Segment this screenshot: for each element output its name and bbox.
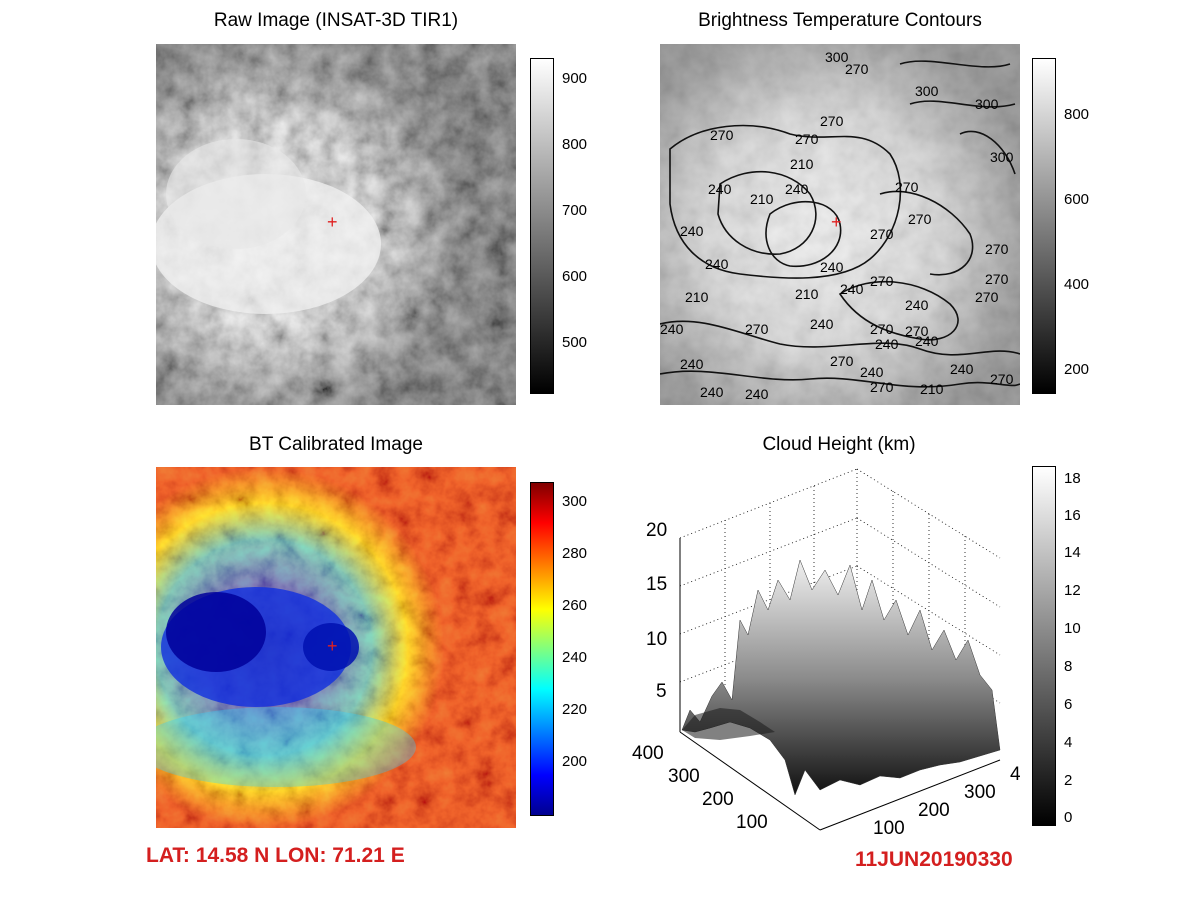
contour-label: 270 bbox=[710, 127, 734, 143]
contour-label: 240 bbox=[875, 336, 899, 352]
y-tick: 100 bbox=[736, 812, 768, 834]
x-tick: 300 bbox=[964, 782, 996, 804]
contour-cb-tick: 400 bbox=[1064, 276, 1089, 293]
x-tick: 100 bbox=[873, 818, 905, 840]
bt-cb-tick: 220 bbox=[562, 701, 587, 718]
contour-label: 270 bbox=[990, 371, 1014, 387]
contour-label: 210 bbox=[795, 286, 819, 302]
x-tick: 400 bbox=[1010, 764, 1020, 786]
raw-marker: + bbox=[327, 212, 338, 233]
bt-cb-tick: 200 bbox=[562, 753, 587, 770]
contour-label: 240 bbox=[680, 223, 704, 239]
contour-label: 270 bbox=[870, 379, 894, 395]
bt-cb-tick: 260 bbox=[562, 597, 587, 614]
contour-label: 210 bbox=[790, 156, 814, 172]
contour-label: 270 bbox=[820, 113, 844, 129]
raw-colorbar bbox=[530, 58, 554, 394]
contour-label: 240 bbox=[950, 361, 974, 377]
contour-label: 240 bbox=[810, 316, 834, 332]
contour-label: 240 bbox=[905, 297, 929, 313]
z-tick: 20 bbox=[646, 520, 667, 542]
raw-cb-tick: 600 bbox=[562, 268, 587, 285]
height-colorbar bbox=[1032, 466, 1056, 826]
y-tick: 200 bbox=[702, 789, 734, 811]
contour-label: 240 bbox=[860, 364, 884, 380]
y-tick: 400 bbox=[632, 743, 664, 765]
contour-label: 240 bbox=[660, 321, 684, 337]
bt-cb-tick: 240 bbox=[562, 649, 587, 666]
raw-cb-tick: 500 bbox=[562, 334, 587, 351]
contour-label: 240 bbox=[820, 259, 844, 275]
height-cb-tick: 12 bbox=[1064, 582, 1081, 599]
contour-label: 240 bbox=[705, 256, 729, 272]
bt-cb-tick: 280 bbox=[562, 545, 587, 562]
height-cb-tick: 4 bbox=[1064, 734, 1072, 751]
contour-cb-tick: 200 bbox=[1064, 361, 1089, 378]
raw-cb-tick: 900 bbox=[562, 70, 587, 87]
contour-label: 240 bbox=[745, 386, 769, 402]
height-cb-tick: 10 bbox=[1064, 620, 1081, 637]
contours-title: Brightness Temperature Contours bbox=[660, 10, 1020, 32]
contour-colorbar bbox=[1032, 58, 1056, 394]
height-cb-tick: 14 bbox=[1064, 544, 1081, 561]
height-cb-tick: 2 bbox=[1064, 772, 1072, 789]
bt-image-title: BT Calibrated Image bbox=[156, 434, 516, 456]
contour-label: 300 bbox=[915, 83, 939, 99]
contour-label: 270 bbox=[870, 226, 894, 242]
location-readout: LAT: 14.58 N LON: 71.21 E bbox=[146, 844, 405, 868]
contour-label: 270 bbox=[985, 271, 1009, 287]
contour-label: 270 bbox=[895, 179, 919, 195]
bt-colorbar bbox=[530, 482, 554, 816]
contour-label: 270 bbox=[908, 211, 932, 227]
bt-cb-tick: 300 bbox=[562, 493, 587, 510]
height-cb-tick: 6 bbox=[1064, 696, 1072, 713]
contour-label: 240 bbox=[708, 181, 732, 197]
x-tick: 200 bbox=[918, 800, 950, 822]
z-tick: 5 bbox=[656, 681, 667, 703]
contour-label: 270 bbox=[795, 131, 819, 147]
contour-label: 240 bbox=[700, 384, 724, 400]
contour-marker: + bbox=[831, 212, 842, 233]
z-tick: 10 bbox=[646, 629, 667, 651]
contour-label: 270 bbox=[975, 289, 999, 305]
height-cb-tick: 0 bbox=[1064, 809, 1072, 826]
contour-label: 240 bbox=[680, 356, 704, 372]
contour-label: 300 bbox=[975, 96, 999, 112]
height-cb-tick: 18 bbox=[1064, 470, 1081, 487]
contour-label: 270 bbox=[830, 353, 854, 369]
cloud-height-title: Cloud Height (km) bbox=[659, 434, 1019, 456]
cloud-height-plot bbox=[600, 460, 1020, 850]
z-tick: 15 bbox=[646, 574, 667, 596]
datetime-readout: 11JUN20190330 bbox=[855, 848, 1013, 872]
contour-label: 240 bbox=[840, 281, 864, 297]
contour-label: 210 bbox=[920, 381, 944, 397]
contour-label: 270 bbox=[870, 321, 894, 337]
raw-cb-tick: 800 bbox=[562, 136, 587, 153]
contour-label: 270 bbox=[870, 273, 894, 289]
contour-cb-tick: 800 bbox=[1064, 106, 1089, 123]
contour-label: 300 bbox=[990, 149, 1014, 165]
y-tick: 300 bbox=[668, 766, 700, 788]
raw-image-title: Raw Image (INSAT-3D TIR1) bbox=[156, 10, 516, 32]
raw-cb-tick: 700 bbox=[562, 202, 587, 219]
contour-label: 240 bbox=[785, 181, 809, 197]
contour-label: 270 bbox=[845, 61, 869, 77]
height-cb-tick: 16 bbox=[1064, 507, 1081, 524]
height-cb-tick: 8 bbox=[1064, 658, 1072, 675]
bt-marker: + bbox=[327, 636, 338, 657]
contour-label: 210 bbox=[685, 289, 709, 305]
contour-cb-tick: 600 bbox=[1064, 191, 1089, 208]
contour-label: 210 bbox=[750, 191, 774, 207]
contour-label: 240 bbox=[915, 333, 939, 349]
contour-label: 270 bbox=[745, 321, 769, 337]
contour-label: 270 bbox=[985, 241, 1009, 257]
